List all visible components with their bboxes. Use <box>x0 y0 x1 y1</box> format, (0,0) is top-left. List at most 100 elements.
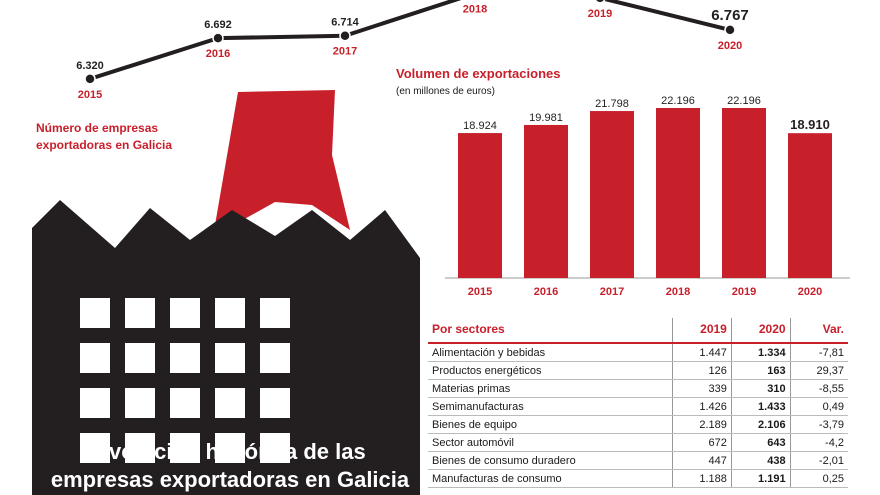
factory-window <box>260 343 290 373</box>
sector-name: Manufacturas de consumo <box>428 469 673 488</box>
table-row: Alimentación y bebidas 1.447 1.334 -7,81 <box>428 343 848 362</box>
sector-value: 0,25 <box>789 469 848 488</box>
line-value-label: 6.767 <box>711 7 749 24</box>
sector-value: 2.189 <box>672 415 732 434</box>
sector-value: 672 <box>672 433 732 452</box>
table-row: Semimanufacturas 1.426 1.433 0,49 <box>428 397 848 416</box>
line-x-label: 2017 <box>333 46 357 58</box>
factory-window <box>170 433 200 463</box>
factory-windows <box>80 298 290 463</box>
sector-value: 447 <box>672 451 732 470</box>
factory-window <box>80 298 110 328</box>
line-value-label: 6.714 <box>331 17 359 29</box>
table-header-row: Por sectores 2019 2020 Var. <box>428 318 848 344</box>
bar <box>722 108 766 278</box>
bar <box>590 111 634 278</box>
factory-window <box>125 343 155 373</box>
sector-value: -7,81 <box>789 343 848 362</box>
sector-name: Sector automóvil <box>428 433 673 452</box>
sector-name: Alimentación y bebidas <box>428 343 673 362</box>
table-row: Bienes de consumo duradero 447 438 -2,01 <box>428 451 848 470</box>
table-header: Var. <box>789 318 848 344</box>
sector-name: Productos energéticos <box>428 361 673 380</box>
bar-value-label: 18.924 <box>463 120 497 132</box>
headline: Evolución histórica de las empresas expo… <box>40 438 420 494</box>
factory-window <box>80 433 110 463</box>
bar <box>524 124 568 278</box>
table-row: Manufacturas de consumo 1.188 1.191 0,25 <box>428 469 848 488</box>
sector-value: 126 <box>672 361 732 380</box>
factory-window <box>215 388 245 418</box>
sector-value: 1.334 <box>730 343 791 362</box>
bar-chart-title: Volumen de exportaciones <box>396 66 561 81</box>
factory-window <box>215 298 245 328</box>
sector-value: -3,79 <box>789 415 848 434</box>
headline-line-2: empresas exportadoras en Galicia <box>50 467 410 492</box>
line-point <box>339 29 351 42</box>
bar-category-label: 2017 <box>600 286 624 298</box>
sector-value: 1.447 <box>672 343 732 362</box>
line-x-label: 2020 <box>718 40 742 52</box>
factory-window <box>125 298 155 328</box>
bar-value-label: 18.910 <box>790 117 830 132</box>
sector-value: 1.191 <box>730 469 791 488</box>
sector-name: Bienes de equipo <box>428 415 673 434</box>
table-row: Sector automóvil 672 643 -4,2 <box>428 433 848 452</box>
sector-value: 1.426 <box>672 397 732 416</box>
factory-window <box>260 298 290 328</box>
bar-value-label: 22.196 <box>727 95 761 107</box>
factory-window <box>125 433 155 463</box>
table-row: Materias primas 339 310 -8,55 <box>428 379 848 398</box>
sector-value: 163 <box>730 361 791 380</box>
line-chart-title: Número de empresas exportadoras en Galic… <box>36 121 173 152</box>
table-row: Bienes de equipo 2.189 2.106 -3,79 <box>428 415 848 434</box>
sector-value: -8,55 <box>789 379 848 398</box>
table-header: 2020 <box>730 318 791 344</box>
sector-value: 339 <box>672 379 732 398</box>
table-body: Alimentación y bebidas 1.447 1.334 -7,81 Pro… <box>428 343 848 488</box>
line-series <box>89 0 731 81</box>
line-x-label: 2019 <box>588 8 612 20</box>
chimney <box>215 90 350 230</box>
bar <box>656 108 700 278</box>
sector-value: 310 <box>730 379 791 398</box>
bar-category-label: 2016 <box>534 286 558 298</box>
bar-value-label: 19.981 <box>529 112 563 124</box>
table-header: Por sectores <box>428 318 673 344</box>
table-header: 2019 <box>672 318 732 344</box>
line-point <box>84 73 96 85</box>
factory-window <box>215 433 245 463</box>
bar <box>458 133 502 278</box>
line-x-label: 2015 <box>78 89 102 101</box>
sector-value: 1.433 <box>730 397 791 416</box>
factory-window <box>215 343 245 373</box>
sector-name: Bienes de consumo duradero <box>428 451 673 470</box>
sector-value: -4,2 <box>789 433 848 452</box>
factory-window <box>170 298 200 328</box>
line-point <box>724 24 736 36</box>
bar-category-label: 2015 <box>468 286 492 298</box>
sector-value: 1.188 <box>672 469 732 488</box>
factory-window <box>260 433 290 463</box>
bar-chart-subtitle: (en millones de euros) <box>396 86 495 97</box>
bar-value-label: 21.798 <box>595 98 629 110</box>
sector-name: Semimanufacturas <box>428 397 673 416</box>
bar-category-label: 2019 <box>732 286 756 298</box>
headline-line-1: Evolución histórica de las <box>94 439 366 464</box>
bar-category-label: 2020 <box>798 286 822 298</box>
sector-value: -2,01 <box>789 451 848 470</box>
factory-window <box>170 388 200 418</box>
line-x-label: 2018 <box>463 3 487 15</box>
bar <box>788 133 832 278</box>
bar-value-label: 22.196 <box>661 95 695 107</box>
factory-window <box>80 343 110 373</box>
factory-window <box>170 343 200 373</box>
sector-value: 643 <box>730 433 791 452</box>
line-point <box>594 0 606 4</box>
line-x-label: 2016 <box>206 48 230 60</box>
sector-value: 29,37 <box>789 361 848 380</box>
factory-window <box>125 388 155 418</box>
sector-name: Materias primas <box>428 379 673 398</box>
